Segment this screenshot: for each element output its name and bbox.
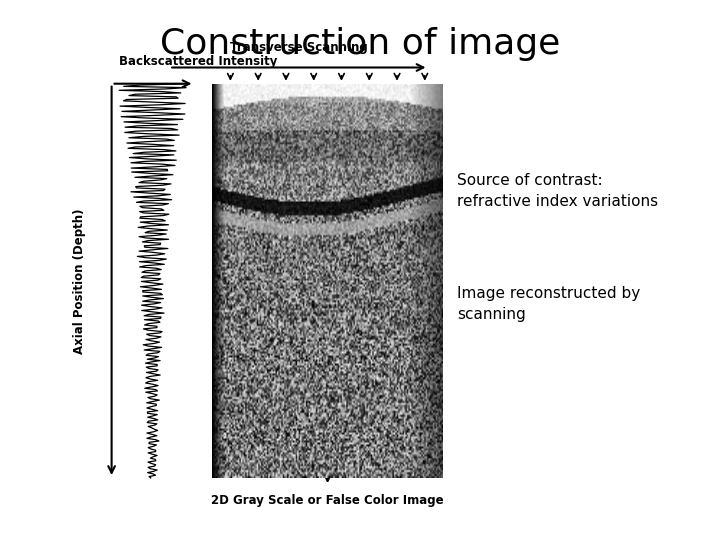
Text: Axial Position (Depth): Axial Position (Depth) xyxy=(73,208,86,354)
Text: Transverse Scanning: Transverse Scanning xyxy=(230,41,368,54)
Text: 2D Gray Scale or False Color Image: 2D Gray Scale or False Color Image xyxy=(211,494,444,507)
Text: Backscattered Intensity: Backscattered Intensity xyxy=(119,55,277,68)
Text: Image reconstructed by
scanning: Image reconstructed by scanning xyxy=(457,286,641,322)
Text: Construction of image: Construction of image xyxy=(160,27,560,61)
Text: Source of contrast:
refractive index variations: Source of contrast: refractive index var… xyxy=(457,173,658,209)
